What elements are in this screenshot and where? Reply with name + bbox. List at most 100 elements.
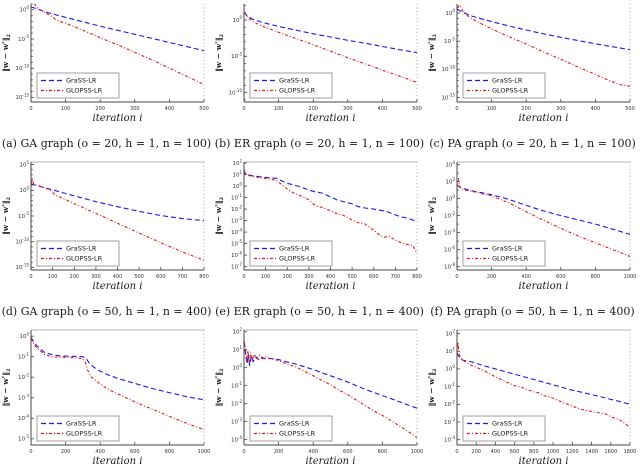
- legend-label: GLOPSS-LR: [492, 255, 529, 263]
- y-tick-label: 102: [232, 158, 242, 167]
- legend: GraSS-LR GLOPSS-LR: [462, 240, 546, 267]
- plot-panel-g: 10-5 10-4 10-3 10-2 10-1 100 0 200 400 600 800 1000…: [0, 326, 213, 471]
- grass-lr-line: [244, 11, 417, 54]
- x-axis-label: iteration i: [306, 113, 356, 124]
- x-tick-label: 500: [412, 106, 422, 112]
- x-tick-label: 200: [274, 449, 284, 455]
- y-tick-label: 10-8: [444, 262, 455, 271]
- x-tick-label: 500: [134, 274, 144, 280]
- y-tick-label: 10-7: [231, 262, 242, 271]
- x-tick-label: 100: [48, 274, 58, 280]
- y-tick-label: 10-10: [228, 88, 242, 97]
- chart-svg-f: 10-8 10-6 10-4 10-2 100 102 104 0 200 400 600 800 10…: [427, 160, 636, 292]
- y-tick-label: 10-3: [18, 393, 29, 402]
- x-tick-label: 1400: [585, 449, 598, 455]
- x-tick-label: 200: [487, 274, 497, 280]
- y-tick-label: 102: [445, 329, 455, 338]
- chart-svg-d: 10-15 10-10 10-5 100 105 0 100 200 300 400 500 600 7…: [1, 160, 209, 292]
- plot-panel-a: 10-15 10-10 10-5 100 0 100 200 300 400 500 GraSS-L…: [0, 0, 213, 128]
- legend-label: GLOPSS-LR: [279, 255, 316, 263]
- glopss-lr-line: [31, 337, 204, 431]
- x-tick-label: 800: [529, 449, 539, 455]
- x-tick-label: 300: [304, 274, 314, 280]
- y-tick-label: 101: [232, 170, 242, 179]
- legend-label: GLOPSS-LR: [66, 430, 103, 438]
- grass-lr-line: [31, 336, 204, 401]
- x-tick-label: 200: [61, 449, 71, 455]
- x-tick-label: 800: [165, 449, 175, 455]
- legend-label: GLOPSS-LR: [492, 430, 529, 438]
- y-tick-label: 10-1: [231, 381, 242, 390]
- y-tick-label: 100: [232, 15, 242, 24]
- y-tick-label: 10-15: [15, 263, 29, 272]
- x-tick-label: 300: [556, 106, 566, 112]
- legend-label: GraSS-LR: [492, 77, 523, 85]
- x-tick-label: 600: [369, 274, 379, 280]
- chart-svg-h: 10-4 10-3 10-2 10-1 100 101 102 0 200 400 600 800 10…: [214, 327, 423, 467]
- x-tick-label: 0: [29, 106, 32, 112]
- y-tick-label: 10-2: [231, 399, 242, 408]
- x-tick-label: 800: [199, 274, 209, 280]
- legend-label: GraSS-LR: [66, 245, 97, 253]
- x-tick-label: 200: [95, 106, 105, 112]
- y-tick-label: 100: [19, 331, 29, 340]
- legend: GraSS-LR GLOPSS-LR: [249, 72, 333, 99]
- x-tick-label: 500: [625, 106, 635, 112]
- x-tick-label: 400: [378, 106, 388, 112]
- x-axis-label: iteration i: [93, 281, 143, 292]
- legend-label: GraSS-LR: [66, 77, 97, 85]
- x-tick-label: 100: [61, 106, 71, 112]
- legend-label: GraSS-LR: [279, 77, 310, 85]
- x-axis-label: iteration i: [519, 281, 569, 292]
- y-tick-label: 10-5: [18, 434, 29, 443]
- glopss-lr-line: [457, 342, 630, 428]
- x-tick-label: 100: [261, 274, 271, 280]
- legend-label: GLOPSS-LR: [66, 255, 103, 263]
- x-tick-label: 0: [29, 274, 32, 280]
- legend-label: GLOPSS-LR: [492, 87, 529, 95]
- grass-lr-line: [31, 6, 204, 52]
- x-tick-label: 1800: [624, 449, 637, 455]
- y-tick-label: 10-2: [444, 400, 455, 409]
- y-tick-label: 10-4: [231, 227, 242, 236]
- glopss-lr-line: [244, 340, 417, 439]
- x-tick-label: 0: [455, 449, 458, 455]
- y-tick-label: 100: [232, 363, 242, 372]
- y-axis-label: ‖w − w*‖2: [1, 368, 12, 407]
- x-tick-label: 800: [378, 449, 388, 455]
- y-tick-label: 10-4: [444, 228, 455, 237]
- y-tick-label: 10-3: [231, 417, 242, 426]
- chart-svg-e: 10-7 10-6 10-5 10-4 10-3 10-2 10-1 100 101 102 0 10…: [214, 158, 422, 292]
- y-tick-label: 10-2: [231, 204, 242, 213]
- y-tick-label: 10-15: [15, 93, 29, 102]
- y-tick-label: 10-1: [18, 352, 29, 361]
- x-tick-label: 700: [391, 274, 401, 280]
- plot-panel-d: 10-15 10-10 10-5 100 105 0 100 200 300 400 500 600 7…: [0, 158, 213, 296]
- caption-c: (c) PA graph (o = 20, h = 1, n = 100): [429, 136, 636, 150]
- x-tick-label: 600: [556, 274, 566, 280]
- legend: GraSS-LR GLOPSS-LR: [249, 240, 333, 267]
- x-tick-label: 400: [95, 449, 105, 455]
- x-tick-label: 500: [199, 106, 209, 112]
- caption-row-2: (d) GA graph (o = 50, h = 1, n = 400) (e…: [0, 296, 640, 326]
- x-tick-label: 800: [591, 274, 601, 280]
- caption-row-1: (a) GA graph (o = 20, h = 1, n = 100) (b…: [0, 128, 640, 158]
- y-axis-label: ‖w − w*‖2: [427, 33, 438, 72]
- y-tick-label: 100: [232, 181, 242, 190]
- legend-label: GraSS-LR: [492, 420, 523, 428]
- y-tick-label: 10-5: [444, 36, 455, 45]
- x-tick-label: 0: [242, 274, 245, 280]
- grass-lr-line: [457, 184, 630, 235]
- x-tick-label: 600: [156, 274, 166, 280]
- chart-svg-c: 10-15 10-10 10-5 100 0 100 200 300 400 500 GraSS-L…: [427, 4, 635, 124]
- y-tick-label: 10-1: [444, 382, 455, 391]
- y-axis-label: ‖w − w*‖2: [214, 368, 225, 407]
- y-axis-label: ‖w − w*‖2: [214, 33, 225, 72]
- x-tick-label: 400: [165, 106, 175, 112]
- x-tick-label: 300: [91, 274, 101, 280]
- caption-b: (b) ER graph (o = 20, h = 1, n = 100): [214, 136, 425, 150]
- caption-a: (a) GA graph (o = 20, h = 1, n = 100): [1, 136, 212, 150]
- x-tick-label: 200: [308, 106, 318, 112]
- x-tick-label: 400: [308, 449, 318, 455]
